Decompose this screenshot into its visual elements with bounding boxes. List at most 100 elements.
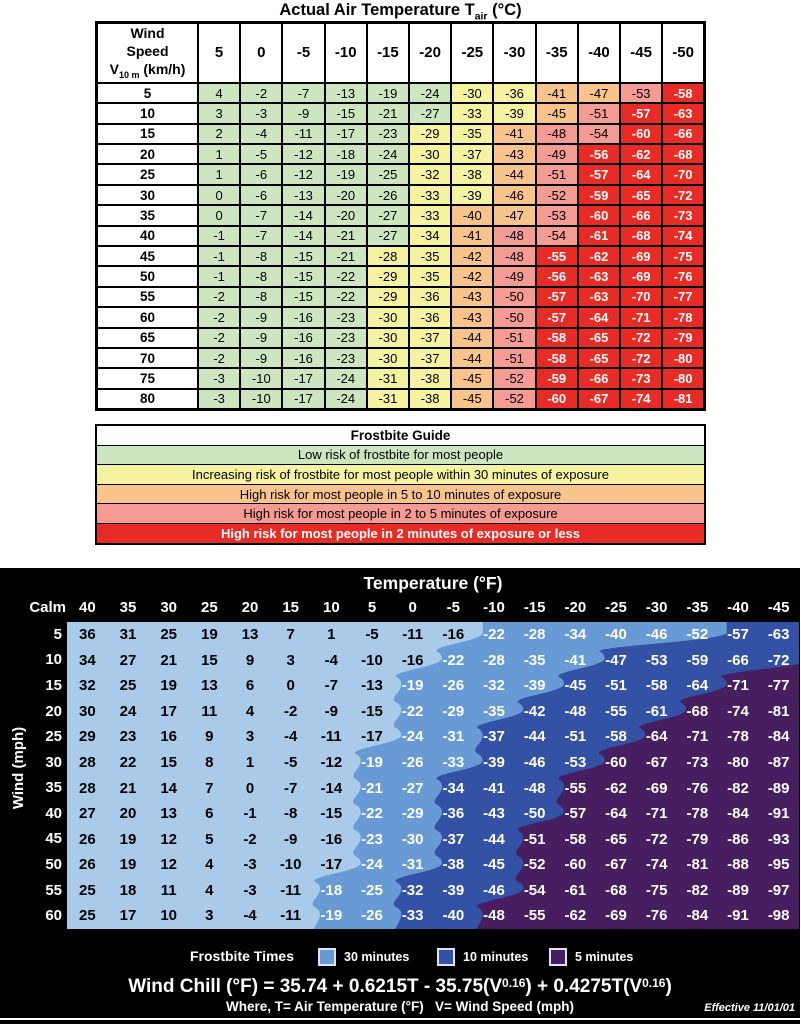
celsius-table-row: 30 0 -6 -13 -20 -26 -33 -39 -46 -52 -59 -65 -72 [95, 183, 706, 207]
frostbite-guide-row: High risk for most people in 2 minutes o… [95, 522, 706, 545]
fahrenheit-wind-chill-cell: -16 [320, 830, 343, 848]
fahrenheit-col-header: -30 [645, 599, 668, 616]
wind-chill-cell: -34 [408, 224, 453, 248]
wind-chill-cell: -36 [492, 81, 537, 105]
wind-chill-cell: -1 [196, 224, 242, 248]
wind-chill-cell: -57 [619, 102, 664, 125]
wind-chill-cell: -42 [450, 265, 495, 288]
fahrenheit-col-header: 5 [367, 599, 377, 616]
fahrenheit-wind-chill-cell: 27 [78, 805, 96, 823]
fahrenheit-wind-chill-cell: -37 [442, 830, 465, 848]
wind-chill-cell: -78 [661, 306, 706, 329]
wind-chill-cell: -80 [661, 367, 706, 390]
wind-chill-cell: -21 [323, 224, 368, 248]
fahrenheit-wind-chill-cell: -68 [605, 881, 627, 899]
wind-chill-cell: -56 [534, 265, 579, 288]
wind-chill-cell: -23 [323, 306, 368, 329]
wind-chill-cell: -7 [239, 204, 284, 227]
fahrenheit-wind-chill-cell: -45 [483, 856, 505, 874]
fahrenheit-wind-chill-cell: 12 [160, 856, 177, 874]
wind-chill-cell: -31 [365, 367, 411, 390]
wind-chill-cell: 2 [196, 122, 242, 146]
fahrenheit-wind-chill-cell: 25 [160, 626, 177, 643]
wind-chill-cell: -39 [450, 183, 495, 207]
wind-chill-cell: -51 [492, 326, 537, 349]
fahrenheit-wind-chill-cell: 16 [160, 728, 177, 746]
wind-chill-cell: -63 [661, 102, 706, 125]
wind-chill-cell: -41 [492, 122, 537, 146]
wind-chill-cell: -66 [576, 367, 622, 390]
wind-chill-cell: -80 [661, 346, 706, 370]
wind-chill-cell: -41 [534, 81, 579, 105]
wind-chill-cell: -17 [323, 122, 368, 146]
wind-chill-cell: -2 [196, 285, 242, 309]
fahrenheit-wind-chill-cell: 6 [205, 805, 214, 823]
wind-chill-cell: -15 [323, 102, 368, 125]
wind-chill-cell: -69 [619, 265, 664, 288]
celsius-title-suffix: (°C) [487, 1, 522, 19]
fahrenheit-wind-chill-cell: 7 [205, 779, 214, 797]
wind-chill-cell: -68 [661, 143, 706, 166]
wind-chill-cell: -16 [281, 346, 326, 370]
wind-chill-cell: -60 [534, 387, 579, 411]
wind-speed-row-header: 10 [95, 102, 199, 125]
fahrenheit-wind-chill-cell: 0 [286, 677, 295, 695]
celsius-table-row: 50 -1 -8 -15 -22 -29 -35 -42 -49 -56 -63 -69 -76 [95, 265, 706, 288]
fahrenheit-wind-chill-cell: -16 [401, 651, 424, 669]
fahrenheit-wind-chill-cell: -11 [402, 626, 424, 643]
fahrenheit-col-header: -15 [523, 599, 546, 616]
fahrenheit-wind-chill-cell: -15 [361, 702, 383, 720]
fahrenheit-wind-chill-cell: -34 [564, 626, 587, 643]
wind-chill-cell: -62 [576, 244, 622, 268]
fahrenheit-wind-chill-cell: -35 [523, 651, 546, 669]
fahrenheit-col-header: 30 [160, 599, 177, 616]
wind-chill-cell: -45 [450, 387, 495, 411]
fahrenheit-wind-chill-cell: -38 [442, 856, 465, 874]
fahrenheit-wind-chill-cell: -82 [727, 779, 749, 797]
wind-chill-cell: -57 [534, 285, 579, 309]
formula-text-part: ) + 0.4275T(V [525, 976, 643, 997]
wind-chill-cell: -41 [450, 224, 495, 248]
fahrenheit-wind-chill-cell: -44 [523, 728, 546, 746]
fahrenheit-wind-chill-cell: -62 [564, 907, 587, 925]
fahrenheit-wind-chill-cell: 28 [78, 779, 96, 797]
fahrenheit-wind-chill-cell: -5 [283, 753, 298, 771]
wind-chill-cell: -29 [408, 122, 453, 146]
fahrenheit-col-header: 20 [241, 599, 259, 616]
wind-chill-cell: -58 [534, 326, 579, 349]
fahrenheit-wind-chill-cell: 19 [200, 626, 218, 643]
fahrenheit-wind-chill-cell: -40 [442, 907, 465, 925]
wind-chill-cell: -35 [408, 265, 453, 288]
fahrenheit-wind-chill-cell: -53 [645, 651, 668, 669]
wind-chill-cell: -12 [281, 143, 326, 166]
fahrenheit-wind-chill-cell: -87 [767, 753, 790, 771]
fahrenheit-wind-chill-cell: -46 [483, 881, 505, 899]
fahrenheit-wind-chill-cell: -8 [283, 805, 298, 823]
wind-speed-row-header: 20 [95, 143, 199, 166]
fahrenheit-wind-chill-cell: -52 [523, 856, 546, 874]
wind-speed-label: 55 [45, 881, 62, 899]
fahrenheit-wind-chill-cell: -2 [283, 702, 298, 720]
wind-chill-cell: -15 [281, 265, 326, 288]
fahrenheit-wind-chill-cell: 4 [205, 856, 214, 874]
fahrenheit-col-header: -5 [446, 599, 460, 616]
celsius-table-title: Actual Air Temperature Tair (°C) [95, 1, 706, 22]
fahrenheit-wind-chill-cell: -63 [767, 626, 790, 643]
wind-chill-cell: -13 [281, 183, 326, 207]
fahrenheit-wind-chill-cell: -59 [686, 651, 709, 669]
fahrenheit-wind-chill-cell: 25 [78, 881, 96, 899]
wind-speed-row-header: 80 [95, 387, 199, 411]
fahrenheit-col-header: 15 [282, 599, 299, 616]
wind-chill-cell: -2 [239, 81, 284, 105]
fahrenheit-col-header: -25 [605, 599, 627, 616]
fahrenheit-col-header: -35 [686, 599, 709, 616]
fahrenheit-wind-chill-cell: -22 [442, 651, 465, 669]
wind-chill-cell: -30 [365, 306, 411, 329]
fahrenheit-wind-chill-cell: -76 [686, 779, 709, 797]
fahrenheit-wind-chill-cell: 9 [205, 728, 214, 746]
fahrenheit-wind-chill-cell: -67 [605, 856, 627, 874]
fahrenheit-wind-chill-cell: -29 [442, 702, 465, 720]
frostbite-guide-risk-row: High risk for most people in 2 to 5 minu… [95, 503, 706, 524]
wind-chill-cell: -44 [450, 326, 495, 349]
fahrenheit-wind-chill-cell: 8 [205, 753, 214, 771]
